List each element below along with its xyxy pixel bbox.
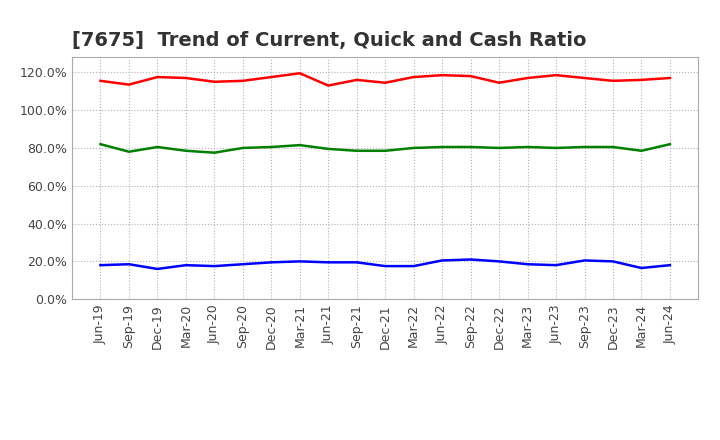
Current Ratio — [324, 83, 333, 88]
Cash Ratio — [352, 260, 361, 265]
Quick Ratio — [552, 145, 560, 150]
Quick Ratio — [96, 142, 105, 147]
Quick Ratio — [608, 144, 617, 150]
Quick Ratio — [381, 148, 390, 154]
Cash Ratio — [153, 266, 162, 271]
Current Ratio — [125, 82, 133, 87]
Text: [7675]  Trend of Current, Quick and Cash Ratio: [7675] Trend of Current, Quick and Cash … — [72, 31, 587, 50]
Quick Ratio — [238, 145, 247, 150]
Quick Ratio — [125, 149, 133, 154]
Quick Ratio — [495, 145, 503, 150]
Cash Ratio — [495, 259, 503, 264]
Current Ratio — [637, 77, 646, 83]
Cash Ratio — [580, 258, 589, 263]
Cash Ratio — [295, 259, 304, 264]
Cash Ratio — [410, 264, 418, 269]
Line: Quick Ratio: Quick Ratio — [101, 144, 670, 153]
Current Ratio — [210, 79, 219, 84]
Quick Ratio — [181, 148, 190, 154]
Cash Ratio — [324, 260, 333, 265]
Current Ratio — [438, 73, 446, 78]
Current Ratio — [153, 74, 162, 80]
Cash Ratio — [665, 263, 674, 268]
Current Ratio — [352, 77, 361, 83]
Current Ratio — [267, 74, 276, 80]
Current Ratio — [295, 71, 304, 76]
Current Ratio — [495, 80, 503, 85]
Quick Ratio — [410, 145, 418, 150]
Cash Ratio — [125, 262, 133, 267]
Current Ratio — [181, 75, 190, 81]
Quick Ratio — [665, 142, 674, 147]
Quick Ratio — [153, 144, 162, 150]
Cash Ratio — [637, 265, 646, 271]
Quick Ratio — [438, 144, 446, 150]
Quick Ratio — [295, 143, 304, 148]
Quick Ratio — [580, 144, 589, 150]
Cash Ratio — [608, 259, 617, 264]
Current Ratio — [580, 75, 589, 81]
Current Ratio — [665, 75, 674, 81]
Current Ratio — [381, 80, 390, 85]
Current Ratio — [467, 73, 475, 79]
Cash Ratio — [381, 264, 390, 269]
Cash Ratio — [238, 262, 247, 267]
Cash Ratio — [523, 262, 532, 267]
Cash Ratio — [267, 260, 276, 265]
Line: Current Ratio: Current Ratio — [101, 73, 670, 85]
Line: Cash Ratio: Cash Ratio — [101, 260, 670, 269]
Current Ratio — [523, 75, 532, 81]
Current Ratio — [608, 78, 617, 84]
Cash Ratio — [438, 258, 446, 263]
Cash Ratio — [467, 257, 475, 262]
Quick Ratio — [523, 144, 532, 150]
Cash Ratio — [96, 263, 105, 268]
Current Ratio — [96, 78, 105, 84]
Quick Ratio — [210, 150, 219, 155]
Quick Ratio — [637, 148, 646, 154]
Quick Ratio — [467, 144, 475, 150]
Current Ratio — [238, 78, 247, 84]
Current Ratio — [552, 73, 560, 78]
Cash Ratio — [552, 263, 560, 268]
Quick Ratio — [352, 148, 361, 154]
Current Ratio — [410, 74, 418, 80]
Cash Ratio — [181, 263, 190, 268]
Quick Ratio — [324, 146, 333, 151]
Quick Ratio — [267, 144, 276, 150]
Cash Ratio — [210, 264, 219, 269]
